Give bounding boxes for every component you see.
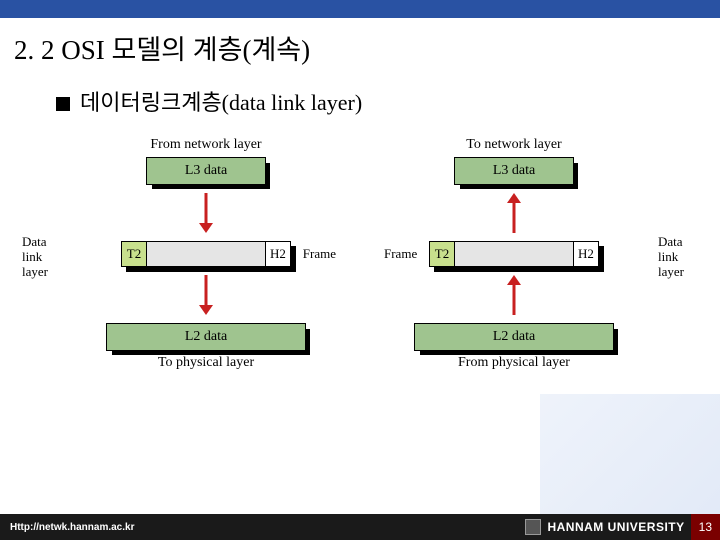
left-data-cell [147,241,265,267]
right-top-caption: To network layer [374,137,654,153]
subtitle: 데이터링크계층(data link layer) [80,90,362,115]
footer: Http://netwk.hannam.ac.kr HANNAM UNIVERS… [0,514,720,540]
subtitle-row: 데이터링크계층(data link layer) [0,85,720,129]
left-panel: From network layer L3 data Datalinklayer… [66,137,346,371]
top-accent-bar [0,0,720,18]
left-top-caption: From network layer [66,137,346,153]
page-number: 13 [691,514,720,540]
right-h2-cell: H2 [573,241,599,267]
left-l3-box: L3 data [146,157,266,185]
bullet-icon [56,97,70,111]
arrow-up-icon [504,273,524,317]
right-l3-box: L3 data [454,157,574,185]
right-panel: To network layer L3 data Frame T2 H2 Dat… [374,137,654,371]
right-t2-cell: T2 [429,241,455,267]
title-area: 2. 2 OSI 모델의 계층(계속) [0,18,720,85]
right-frame-row: Frame T2 H2 Datalinklayer [374,241,654,267]
left-h2-cell: H2 [265,241,291,267]
page-title: 2. 2 OSI 모델의 계층(계속) [14,28,706,67]
footer-url: Http://netwk.hannam.ac.kr [0,522,525,533]
arrow-down-icon [196,273,216,317]
arrow-up-icon [504,191,524,235]
left-bottom-caption: To physical layer [66,355,346,371]
right-data-cell [455,241,573,267]
left-frame-label: Frame [303,246,336,262]
left-side-label: Datalinklayer [22,235,62,280]
footer-university: HANNAM UNIVERSITY [547,520,690,534]
university-crest-icon [525,519,541,535]
left-frame: T2 H2 [121,241,291,267]
arrow-down-icon [196,191,216,235]
left-t2-cell: T2 [121,241,147,267]
right-l2-box: L2 data [414,323,614,351]
left-frame-row: Datalinklayer T2 H2 Frame [66,241,346,267]
right-bottom-caption: From physical layer [374,355,654,371]
right-side-label: Datalinklayer [658,235,698,280]
background-decoration [540,394,720,514]
diagram: From network layer L3 data Datalinklayer… [0,129,720,371]
right-frame-label: Frame [384,246,417,262]
right-frame: T2 H2 [429,241,599,267]
left-l2-box: L2 data [106,323,306,351]
